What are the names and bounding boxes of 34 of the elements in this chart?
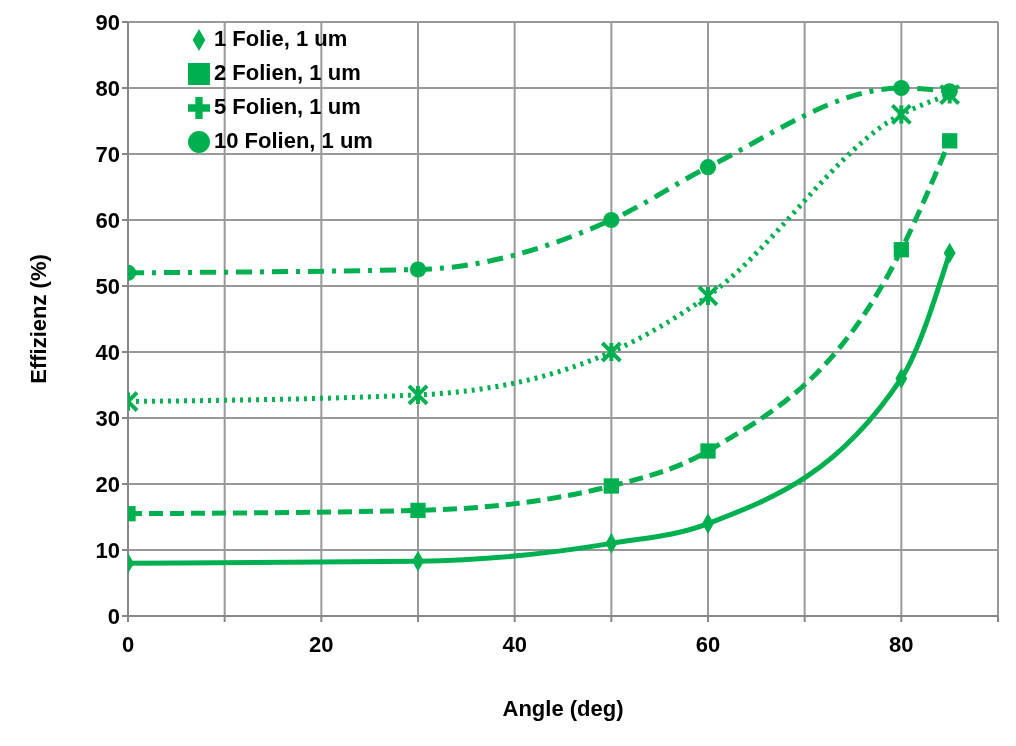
point (603, 211, 620, 229)
y-tick-label: 80 (95, 75, 120, 101)
point (893, 79, 910, 97)
y-tick-label: 90 (95, 9, 120, 35)
point (410, 502, 426, 519)
point (407, 383, 429, 406)
point (409, 261, 427, 278)
point (700, 443, 716, 459)
y-axis-title: Effizienz (%) (25, 254, 51, 384)
y-tick-label: 70 (95, 141, 120, 167)
point (699, 159, 717, 176)
y-tick-label: 20 (95, 471, 120, 497)
x-tick-label: 40 (502, 631, 527, 657)
y-tick-label: 60 (95, 207, 120, 233)
point (893, 242, 909, 258)
point (942, 133, 958, 149)
point (938, 83, 961, 106)
y-tick-label: 10 (95, 537, 120, 563)
legend-label: 1 Folie, 1 um (214, 25, 348, 53)
y-tick-label: 30 (95, 405, 120, 431)
legend-label: 2 Folien, 1 um (214, 59, 361, 87)
point (890, 103, 913, 126)
legend-label: 10 Folien, 1 um (214, 127, 373, 155)
x-tick-label: 60 (695, 631, 721, 657)
point (603, 478, 619, 494)
x-tick-label: 20 (309, 631, 334, 657)
x-axis-title: Angle (deg) (502, 696, 624, 721)
x-tick-label: 80 (889, 631, 914, 657)
point (697, 284, 719, 307)
y-tick-label: 50 (95, 273, 120, 299)
point (600, 341, 623, 363)
y-tick-label: 40 (95, 339, 120, 365)
y-tick-label: 0 (107, 603, 120, 629)
legend-label: 5 Folien, 1 um (214, 93, 361, 121)
